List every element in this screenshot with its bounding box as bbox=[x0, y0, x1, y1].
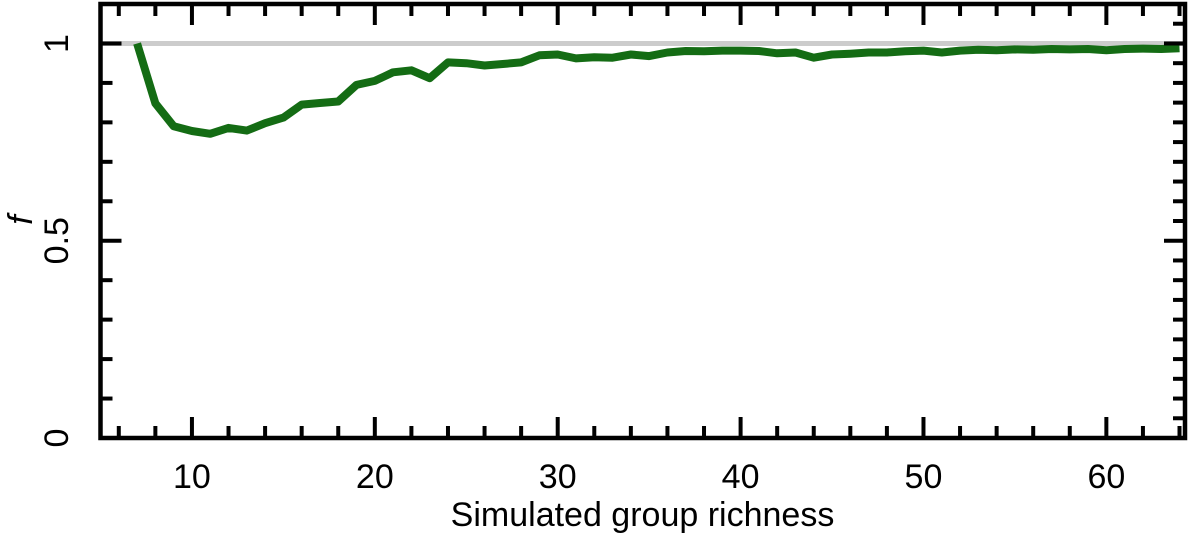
y-tick-label: 0 bbox=[38, 429, 76, 448]
x-tick-label: 50 bbox=[905, 458, 943, 496]
y-tick-label: 1 bbox=[38, 34, 76, 53]
y-tick-labels: 00.51 bbox=[38, 34, 76, 447]
plot-frame bbox=[98, 1, 1188, 441]
data-series-line bbox=[133, 42, 1180, 138]
x-tick-label: 10 bbox=[173, 458, 211, 496]
x-tick-label: 20 bbox=[356, 458, 394, 496]
x-tick-label: 30 bbox=[539, 458, 577, 496]
y-axis-title: f bbox=[1, 215, 40, 225]
x-tick-labels: 10 20 30 40 50 60 bbox=[173, 458, 1125, 496]
axis-ticks bbox=[100, 4, 1185, 438]
x-tick-label: 40 bbox=[722, 458, 760, 496]
x-tick-label: 60 bbox=[1087, 458, 1125, 496]
y-tick-label: 0.5 bbox=[38, 217, 76, 264]
x-axis-title: Simulated group richness bbox=[450, 496, 835, 534]
